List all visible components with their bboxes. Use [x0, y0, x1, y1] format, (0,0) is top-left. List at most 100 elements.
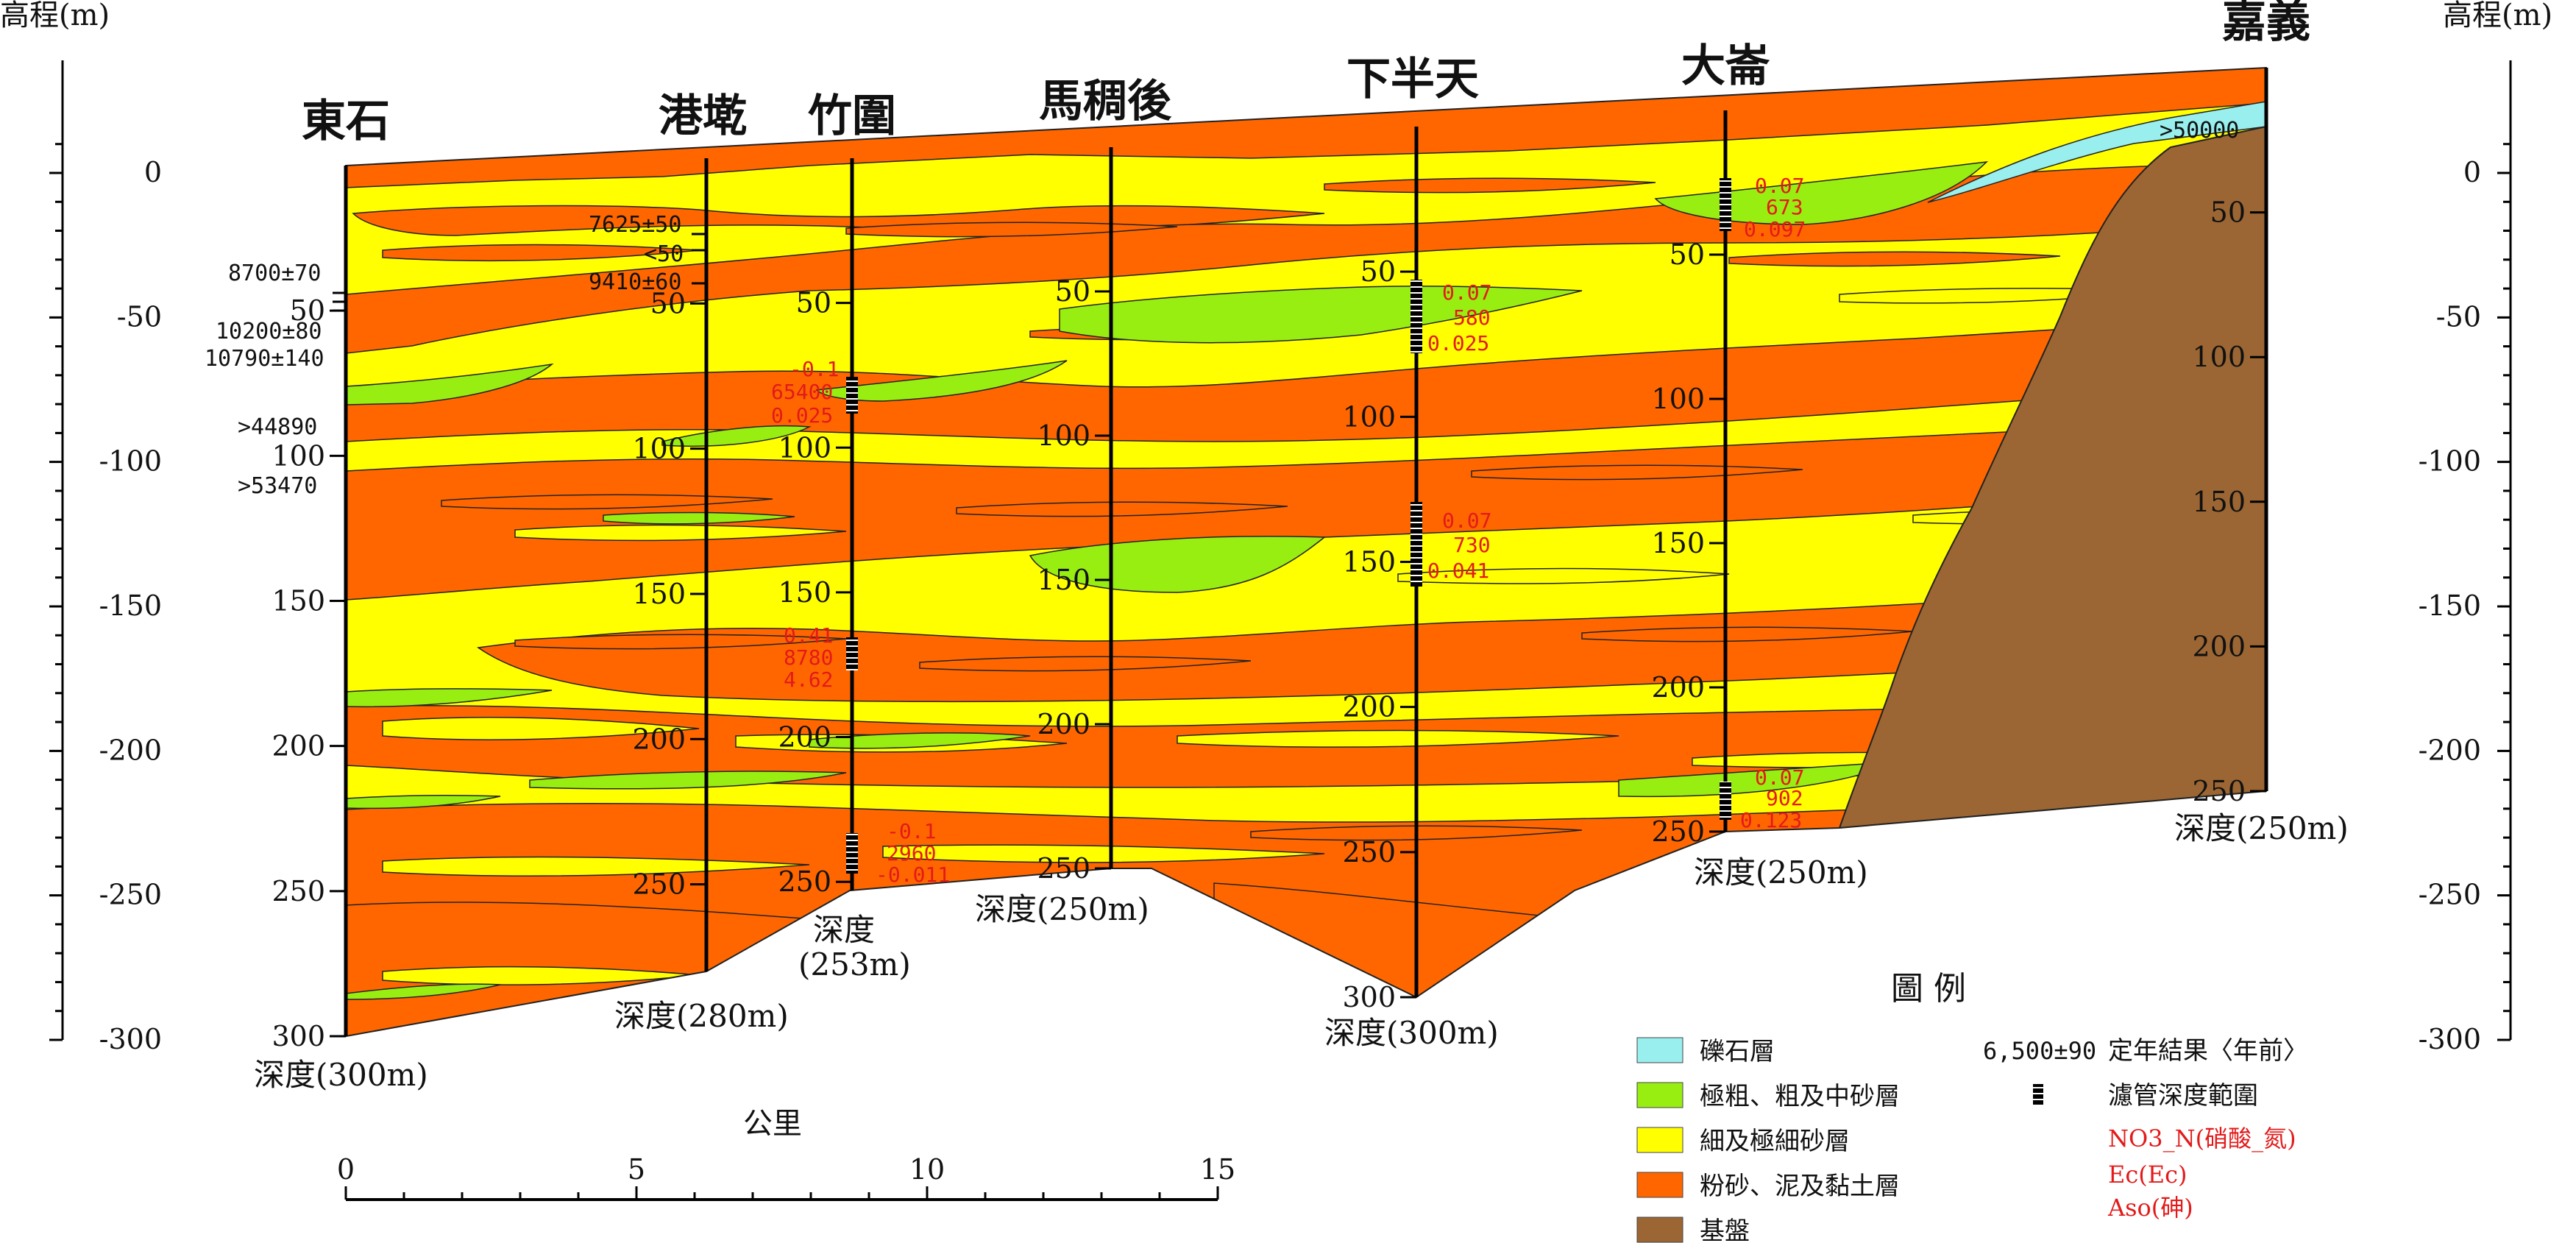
well-name-dalun: 大崙 [1681, 40, 1770, 92]
well-depth-tick: 50 [1360, 255, 1396, 288]
legend-layer-label: 基盤 [1700, 1217, 1750, 1243]
wq-xiabantian-2-ec: 730 [1453, 533, 1491, 557]
well-depth-tick: 100 [632, 433, 686, 465]
date-dongshi-4: >44890 [238, 414, 317, 440]
scale-label: 10 [909, 1153, 945, 1186]
wq-zhuwei-3-ec: 2960 [887, 841, 936, 865]
well-depth-tick: 50 [796, 287, 831, 319]
scale-bar: 公里 0 5 10 15 [337, 1107, 1235, 1201]
legend-swatch [1636, 1082, 1683, 1108]
wq-zhuwei-2-as: 4.62 [784, 667, 833, 692]
well-depth-tick: 50 [650, 287, 686, 319]
elevation-right-tick-label: -50 [2436, 300, 2481, 333]
scale-label: 0 [337, 1153, 355, 1186]
well-depth-tick: 100 [272, 439, 325, 472]
legend-swatch [1636, 1037, 1683, 1063]
well-name-xiabantian: 下半天 [1346, 54, 1479, 105]
legend-screen-icon [2033, 1084, 2043, 1106]
well-depth-tick: 200 [1342, 691, 1396, 723]
elevation-right-tick-label: -150 [2419, 589, 2481, 622]
well-name-dongshi: 東石 [302, 96, 390, 147]
well-depth-tick: 100 [2192, 341, 2246, 373]
screen-ranges [846, 178, 1731, 874]
legend-screen-text: 濾管深度範圍 [2108, 1081, 2258, 1111]
screen-zhuwei-2 [846, 637, 858, 670]
wq-zhuwei-3-as: -0.011 [876, 863, 950, 887]
wq-zhuwei-1-ec: 65400 [771, 380, 833, 404]
well-depth-tick: 200 [2192, 630, 2246, 662]
well-depth-tick: 250 [2192, 775, 2246, 807]
screen-zhuwei-3 [846, 833, 858, 874]
depth-label-ganggian: 深度(280m) [614, 998, 789, 1034]
well-depth-tick: 150 [1037, 564, 1090, 596]
well-depth-tick: 200 [1651, 671, 1705, 704]
well-depth-tick: 100 [778, 431, 831, 464]
depth-label-machouhou: 深度(250m) [975, 891, 1149, 927]
legend-title: 圖 例 [1891, 970, 1966, 1007]
legend-swatch [1636, 1127, 1683, 1153]
wq-dalun-2-as: 0.123 [1740, 808, 1802, 832]
wq-xiabantian-1-as: 0.025 [1427, 331, 1489, 355]
date-chiayi: >50000 [2160, 118, 2239, 144]
wq-dalun-2-ec: 902 [1766, 786, 1803, 810]
wq-xiabantian-2-no3: 0.07 [1442, 509, 1491, 533]
wq-xiabantian-1-no3: 0.07 [1442, 280, 1491, 305]
well-depth-tick: 300 [1342, 981, 1396, 1013]
depth-label-dalun: 深度(250m) [1694, 854, 1868, 890]
depth-label-zhuwei-2: (253m) [798, 946, 911, 982]
well-depth-tick: 200 [778, 721, 831, 754]
well-depth-tick: 250 [778, 865, 831, 898]
legend-swatch [1636, 1217, 1683, 1243]
well-name-machouhou: 馬稠後 [1039, 76, 1172, 127]
elevation-left-tick-label: -300 [99, 1023, 162, 1055]
scale-title: 公里 [743, 1107, 802, 1141]
well-depth-tick: 100 [1037, 419, 1090, 452]
wq-xiabantian-1-ec: 580 [1453, 305, 1491, 330]
well-depth-tick: 200 [1037, 708, 1090, 740]
elevation-right-tick-label: 0 [2463, 156, 2481, 188]
screen-dalun-2 [1720, 782, 1731, 820]
legend-layer-label: 礫石層 [1700, 1037, 1775, 1066]
date-dongshi-3: 10790±140 [205, 346, 324, 372]
screen-zhuwei-1 [846, 377, 858, 414]
well-depth-tick: 250 [1651, 815, 1705, 848]
well-depth-tick: 100 [1651, 383, 1705, 415]
elevation-left-tick-label: 0 [144, 156, 162, 188]
well-depth-tick: 50 [1055, 275, 1090, 308]
legend-date-text: 定年結果〈年前〉 [2108, 1036, 2308, 1066]
legend-layer-label: 細及極細砂層 [1700, 1127, 1850, 1156]
depth-label-chiayi: 深度(250m) [2174, 810, 2349, 846]
depth-label-zhuwei-1: 深度 [813, 912, 875, 948]
legend-as-label: Aso(砷) [2107, 1194, 2193, 1222]
wq-zhuwei-1-no3: -0.1 [790, 357, 839, 381]
well-depth-tick: 250 [1342, 836, 1396, 868]
well-depth-tick: 200 [272, 730, 325, 762]
wq-xiabantian-2-as: 0.041 [1427, 559, 1489, 583]
well-depth-tick: 100 [1342, 400, 1396, 433]
wq-dalun-1-ec: 673 [1766, 195, 1803, 219]
wq-dalun-1-as: 0.097 [1744, 217, 1806, 241]
well-depth-tick: 150 [632, 578, 686, 610]
well-depth-tick: 300 [272, 1020, 325, 1052]
well-depth-tick: 200 [632, 723, 686, 755]
elevation-right-tick-label: -300 [2419, 1023, 2481, 1055]
well-name-ganggian: 港墘 [659, 91, 747, 142]
legend-no3-label: NO3_N(硝酸_氮) [2108, 1125, 2296, 1152]
well-depth-ticks: 50 100 150 200 250 300 50 100 150 200 250 50 100 150 2… [272, 196, 2266, 1052]
screen-dalun-1 [1720, 178, 1731, 231]
well-name-chiayi: 嘉義 [2222, 0, 2310, 48]
date-ganggian-1: 7625±50 [589, 212, 681, 238]
elevation-left-tick-label: -200 [99, 734, 162, 766]
wq-dalun-1-no3: 0.07 [1755, 174, 1804, 198]
well-depth-tick: 150 [1651, 527, 1705, 559]
well-depth-tick: 250 [272, 875, 325, 907]
well-depth-tick: 250 [1037, 852, 1090, 885]
scale-label: 5 [628, 1153, 645, 1186]
well-depth-tick: 50 [2210, 196, 2246, 229]
elevation-axis-title-right: 高程(m) [2443, 0, 2552, 32]
elevation-right-tick-label: -250 [2419, 879, 2481, 911]
wq-zhuwei-3-no3: -0.1 [887, 819, 936, 843]
well-name-zhuwei: 竹圍 [808, 91, 896, 142]
wq-zhuwei-2-ec: 8780 [784, 645, 833, 670]
